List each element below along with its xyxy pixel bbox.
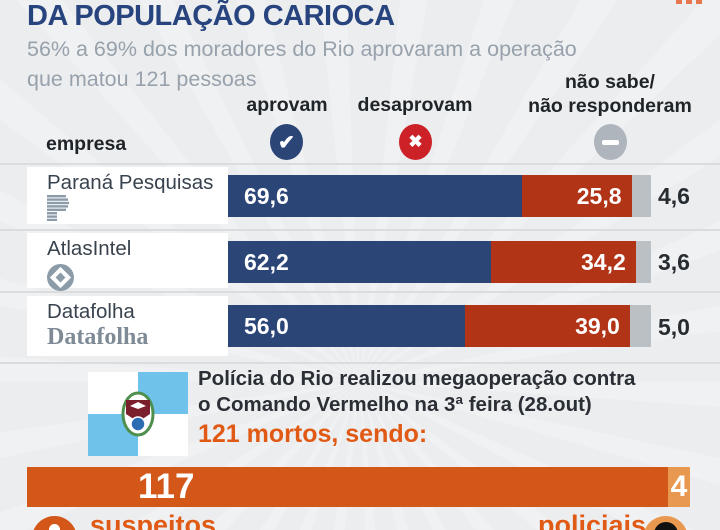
stacked-bar: 56,0 39,0 (228, 305, 651, 347)
context-highlight: 121 mortos, sendo: (198, 420, 428, 448)
column-header-unknown: não sabe/ não responderam (520, 70, 700, 118)
subtitle-line1: 56% a 69% dos moradores do Rio aprovaram… (27, 37, 577, 61)
police-segment: 4 (668, 467, 690, 507)
column-header-approve: aprovam (246, 94, 328, 116)
table-row: AtlasIntel 62,2 34,2 3,6 (0, 233, 720, 291)
atlasintel-logo-icon (47, 264, 74, 291)
company-name: Datafolha (47, 300, 135, 323)
context-line2: o Comando Vermelho na 3ª feira (28.out) (198, 393, 592, 416)
disapprove-segment: 34,2 (491, 241, 636, 283)
column-header-unknown-line1: não sabe/ (565, 71, 655, 93)
unknown-segment (635, 241, 651, 283)
table-row: Datafolha Datafolha 56,0 39,0 5,0 (0, 296, 720, 356)
company-label-box: AtlasIntel (27, 233, 228, 291)
suspects-segment: 117 (27, 467, 668, 507)
unknown-segment (629, 305, 651, 347)
parana-logo-icon (47, 195, 69, 221)
context-line1: Polícia do Rio realizou megaoperação con… (198, 367, 636, 390)
approve-value: 69,6 (244, 182, 289, 209)
datafolha-wordmark: Datafolha (47, 324, 149, 350)
company-label-box: Paraná Pesquisas (27, 167, 228, 224)
company-name: AtlasIntel (47, 237, 132, 260)
divider (0, 229, 720, 231)
divider (0, 362, 720, 364)
stacked-bar: 62,2 34,2 (228, 241, 651, 283)
police-label: policiais (538, 510, 647, 530)
police-cap-icon (643, 516, 688, 530)
approve-segment: 56,0 (228, 305, 465, 347)
unknown-value: 4,6 (658, 183, 690, 209)
disapprove-value: 39,0 (575, 312, 620, 339)
company-name: Paraná Pesquisas (47, 171, 214, 194)
police-value: 4 (670, 470, 688, 503)
approve-segment: 69,6 (228, 175, 523, 217)
approve-segment: 62,2 (228, 241, 492, 283)
disapprove-segment: 39,0 (464, 305, 630, 347)
deaths-bar: 117 4 (27, 467, 690, 507)
disapprove-value: 34,2 (580, 248, 626, 275)
divider (0, 163, 720, 165)
stacked-bar: 69,6 25,8 (228, 175, 651, 217)
disapprove-segment: 25,8 (522, 175, 632, 217)
person-icon (32, 516, 77, 530)
approve-value: 56,0 (244, 312, 289, 339)
divider (0, 291, 720, 293)
minus-icon (594, 124, 627, 160)
table-row: Paraná Pesquisas 69,6 25,8 4,6 (0, 167, 720, 224)
unknown-value: 5,0 (658, 314, 690, 340)
approve-value: 62,2 (244, 248, 289, 275)
page-title: DA POPULAÇÃO CARIOCA (27, 0, 395, 32)
disapprove-value: 25,8 (576, 182, 622, 209)
rio-flag-icon (88, 372, 188, 456)
column-header-disapprove: desaprovam (357, 94, 473, 116)
column-header-unknown-line2: não responderam (528, 95, 692, 117)
unknown-segment (631, 175, 651, 217)
suspects-label: suspeitos (90, 510, 217, 530)
subtitle-line2: que matou 121 pessoas (27, 67, 257, 91)
ellipsis-icon (676, 0, 702, 4)
company-label-box: Datafolha Datafolha (27, 296, 228, 356)
column-header-company: empresa (46, 133, 127, 155)
check-icon: ✔ (270, 124, 303, 160)
x-icon: ✖ (399, 124, 432, 160)
unknown-value: 3,6 (658, 249, 690, 275)
suspects-value: 117 (138, 467, 195, 506)
